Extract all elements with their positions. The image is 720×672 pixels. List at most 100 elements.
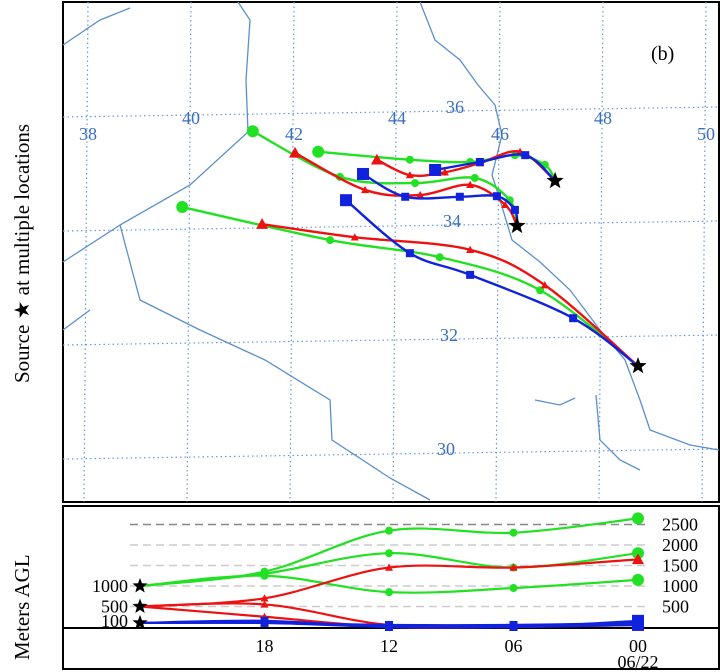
time-tick-label: 12 <box>380 636 398 656</box>
triangle-marker <box>540 281 549 289</box>
date-label: 06/22 <box>617 652 658 672</box>
square-marker <box>357 167 370 180</box>
longitude-label: 38 <box>79 124 97 144</box>
circle-marker <box>312 145 325 158</box>
right-tick-label: 1000 <box>662 576 698 596</box>
longitude-label: 48 <box>594 108 612 128</box>
circle-marker <box>509 584 518 593</box>
blue-trajectory <box>357 167 519 226</box>
square-marker <box>569 314 578 323</box>
border-line <box>595 394 641 471</box>
longitude-label: 40 <box>182 108 200 128</box>
right-tick-label: 2500 <box>662 515 698 535</box>
source-star-icon <box>546 171 564 189</box>
right-tick-label: 500 <box>662 597 689 617</box>
trajectories <box>176 125 647 374</box>
border-line <box>534 397 576 406</box>
circle-marker <box>411 179 420 188</box>
source-height-label: 100 <box>101 611 128 631</box>
right-tick-label: 2000 <box>662 535 698 555</box>
latitude-gridline <box>62 448 720 460</box>
square-marker <box>455 192 464 201</box>
square-marker <box>521 151 530 160</box>
square-marker <box>340 194 353 207</box>
triangle-marker <box>405 171 414 179</box>
square-marker <box>429 163 442 176</box>
source-star-icon <box>508 216 526 234</box>
height-series <box>132 512 644 631</box>
grid-labels: 38 40 42 44 46 48 50 36 34 32 30 <box>79 97 715 459</box>
green-trajectory <box>176 201 639 368</box>
source-height-label: 500 <box>101 597 128 617</box>
trajectory-line <box>434 153 556 182</box>
red-trajectory <box>289 146 519 227</box>
triangle-marker <box>361 185 370 194</box>
circle-marker <box>385 549 393 558</box>
height-y-axis-label: Meters AGL <box>10 554 34 660</box>
square-marker <box>466 270 475 279</box>
circle-marker <box>260 571 269 580</box>
triangle-marker <box>466 180 475 188</box>
triangle-marker <box>289 146 302 158</box>
map-panel: 38 40 42 44 46 48 50 36 34 32 30 (b) <box>62 1 720 503</box>
latitude-gridline <box>62 106 720 118</box>
triangle-marker <box>256 218 269 229</box>
border-line <box>419 1 720 451</box>
source-star-icon <box>132 598 148 613</box>
square-marker <box>260 618 269 627</box>
map-grid <box>62 1 720 503</box>
red-trajectory <box>256 218 639 367</box>
source-star-icon <box>629 357 647 374</box>
triangle-marker <box>370 153 383 165</box>
triangle-marker <box>440 168 449 176</box>
square-marker <box>492 192 501 201</box>
latitude-label: 36 <box>446 97 464 117</box>
triangle-marker <box>385 563 393 571</box>
triangle-marker <box>416 191 425 199</box>
circle-marker <box>385 588 393 597</box>
blue-height-series <box>139 618 644 631</box>
longitude-label: 50 <box>697 124 715 144</box>
longitude-label: 42 <box>285 124 303 144</box>
blue-trajectory <box>340 194 639 368</box>
square-marker <box>385 623 393 631</box>
square-marker <box>510 205 519 214</box>
latitude-label: 34 <box>443 211 461 231</box>
circle-marker <box>632 512 644 525</box>
blue-trajectory <box>429 151 556 182</box>
circle-marker <box>246 125 259 138</box>
panel-label: (b) <box>651 43 674 65</box>
square-marker <box>509 623 518 631</box>
source-star-icon <box>132 578 148 593</box>
triangle-marker <box>632 553 644 565</box>
source-star-icon <box>132 614 148 630</box>
triangle-marker <box>509 563 518 571</box>
latitude-label: 30 <box>437 439 455 459</box>
source-height-label: 1000 <box>92 576 128 596</box>
longitude-label: 46 <box>491 124 509 144</box>
longitude-label: 44 <box>388 108 406 128</box>
triangle-marker <box>501 200 510 208</box>
latitude-gridline <box>62 334 720 346</box>
triangle-marker <box>260 600 269 608</box>
green-height-series <box>139 571 644 597</box>
circle-marker <box>385 526 393 535</box>
border-line <box>119 224 431 501</box>
triangle-marker <box>466 245 475 253</box>
triangle-marker <box>350 233 359 241</box>
time-tick-label: 18 <box>256 636 274 656</box>
time-tick-label: 00 <box>629 636 647 656</box>
right-tick-label: 1500 <box>662 556 698 576</box>
border-line <box>62 7 131 46</box>
circle-marker <box>632 547 644 560</box>
map-frame <box>62 1 720 503</box>
square-marker <box>401 192 410 201</box>
square-marker <box>632 618 644 631</box>
map-y-axis-label: Source ★ at multiple locations <box>10 123 34 383</box>
circle-marker <box>470 173 479 182</box>
circle-marker <box>509 528 518 537</box>
triangle-marker <box>260 594 269 602</box>
